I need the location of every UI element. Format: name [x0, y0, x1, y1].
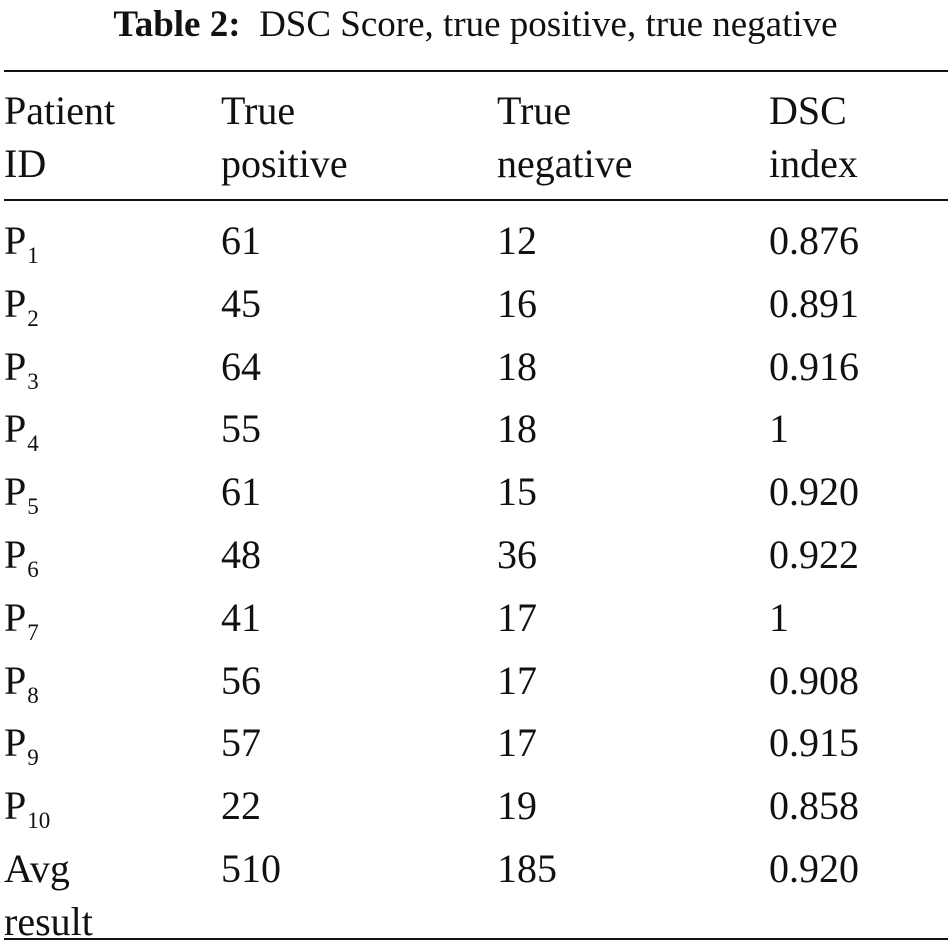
patient-id: P	[4, 280, 27, 326]
patient-id: P	[4, 406, 27, 452]
patient-id-cell: P10	[4, 779, 221, 842]
patient-id: P	[4, 531, 27, 577]
table-caption: Table 2: DSC Score, true positive, true …	[0, 0, 951, 50]
summary-label-line: result	[4, 898, 93, 944]
patient-id-subscript: 6	[27, 556, 39, 582]
summary-dsc-index-cell: 0.920	[769, 845, 859, 891]
summary-true-positive-cell: 510	[221, 845, 281, 891]
true-positive-cell: 55	[221, 406, 261, 452]
table-body: P1 61 12 0.876 P2 45 16 0.891 P3 64 18 0…	[4, 214, 948, 948]
header-line: DSC	[769, 88, 847, 133]
true-positive-cell: 64	[221, 343, 261, 389]
dsc-index-cell: 0.876	[769, 218, 859, 263]
true-positive-cell: 57	[221, 720, 261, 766]
true-positive-cell: 56	[221, 657, 261, 703]
patient-id-cell: P3	[4, 340, 221, 403]
patient-id-subscript: 1	[27, 243, 39, 268]
patient-id-cell: P2	[4, 277, 221, 340]
true-positive-cell: 48	[221, 531, 261, 577]
patient-id: P	[4, 469, 27, 515]
patient-id-subscript: 5	[27, 494, 39, 520]
patient-id-cell: P8	[4, 654, 221, 717]
patient-id-subscript: 10	[27, 808, 51, 834]
header-true-negative: True negative	[497, 84, 769, 190]
true-positive-cell: 45	[221, 280, 261, 326]
dsc-index-cell: 0.908	[769, 657, 859, 703]
header-line: positive	[221, 141, 348, 186]
header-true-positive: True positive	[221, 84, 497, 190]
patient-id: P	[4, 218, 27, 263]
header-patient-id: Patient ID	[4, 84, 221, 190]
patient-id-subscript: 2	[27, 305, 39, 331]
dsc-index-cell: 0.922	[769, 531, 859, 577]
table-row: P4 55 18 1	[4, 402, 948, 465]
patient-id-subscript: 3	[27, 368, 39, 394]
table-row: P6 48 36 0.922	[4, 528, 948, 591]
summary-label-line: Avg	[4, 845, 70, 891]
true-negative-cell: 36	[497, 531, 537, 577]
header-line: ID	[4, 141, 47, 186]
true-negative-cell: 12	[497, 218, 537, 263]
true-negative-cell: 15	[497, 469, 537, 515]
true-positive-cell: 22	[221, 783, 261, 829]
summary-label-cell: Avg result	[4, 842, 221, 948]
patient-id: P	[4, 594, 27, 640]
true-negative-cell: 19	[497, 783, 537, 829]
summary-row: Avg result 510 185 0.920	[4, 842, 948, 948]
patient-id-subscript: 4	[27, 431, 39, 457]
patient-id-subscript: 8	[27, 682, 39, 708]
patient-id-cell: P4	[4, 402, 221, 465]
summary-true-negative-cell: 185	[497, 845, 557, 891]
caption-text: DSC Score, true positive, true negative	[259, 4, 838, 45]
dsc-index-cell: 0.891	[769, 280, 859, 326]
true-negative-cell: 18	[497, 406, 537, 452]
patient-id-subscript: 7	[27, 619, 39, 645]
header-dsc-index: DSC index	[769, 84, 948, 190]
dsc-index-cell: 1	[769, 594, 789, 640]
patient-id: P	[4, 720, 27, 766]
table-row: P5 61 15 0.920	[4, 465, 948, 528]
header-line: Patient	[4, 88, 116, 133]
true-negative-cell: 17	[497, 720, 537, 766]
dsc-index-cell: 1	[769, 406, 789, 452]
true-positive-cell: 61	[221, 218, 261, 263]
patient-id: P	[4, 343, 27, 389]
table-header: Patient ID True positive True negative D…	[4, 84, 948, 190]
true-negative-cell: 16	[497, 280, 537, 326]
dsc-index-cell: 0.915	[769, 720, 859, 766]
table-row: P3 64 18 0.916	[4, 340, 948, 403]
patient-id-cell: P9	[4, 716, 221, 779]
header-line: negative	[497, 141, 633, 186]
table-row: P1 61 12 0.876	[4, 214, 948, 277]
true-positive-cell: 41	[221, 594, 261, 640]
table-row: P8 56 17 0.908	[4, 654, 948, 717]
dsc-index-cell: 0.858	[769, 783, 859, 829]
patient-id-cell: P7	[4, 591, 221, 654]
table-row: P2 45 16 0.891	[4, 277, 948, 340]
patient-id-cell: P5	[4, 465, 221, 528]
true-negative-cell: 17	[497, 657, 537, 703]
caption-label: Table 2:	[113, 4, 241, 45]
patient-id: P	[4, 657, 27, 703]
patient-id-cell: P6	[4, 528, 221, 591]
dsc-index-cell: 0.920	[769, 469, 859, 515]
header-line: True	[497, 88, 572, 133]
true-negative-cell: 18	[497, 343, 537, 389]
header-rule	[4, 199, 948, 201]
patient-id: P	[4, 783, 27, 829]
table-row: P7 41 17 1	[4, 591, 948, 654]
patient-id-subscript: 9	[27, 745, 39, 771]
top-rule	[4, 70, 948, 72]
true-negative-cell: 17	[497, 594, 537, 640]
patient-id-cell: P1	[4, 214, 221, 277]
table-row: P10 22 19 0.858	[4, 779, 948, 842]
header-line: True	[221, 88, 296, 133]
table-row: P9 57 17 0.915	[4, 716, 948, 779]
dsc-index-cell: 0.916	[769, 343, 859, 389]
bottom-rule	[4, 938, 948, 940]
header-line: index	[769, 141, 858, 186]
true-positive-cell: 61	[221, 469, 261, 515]
